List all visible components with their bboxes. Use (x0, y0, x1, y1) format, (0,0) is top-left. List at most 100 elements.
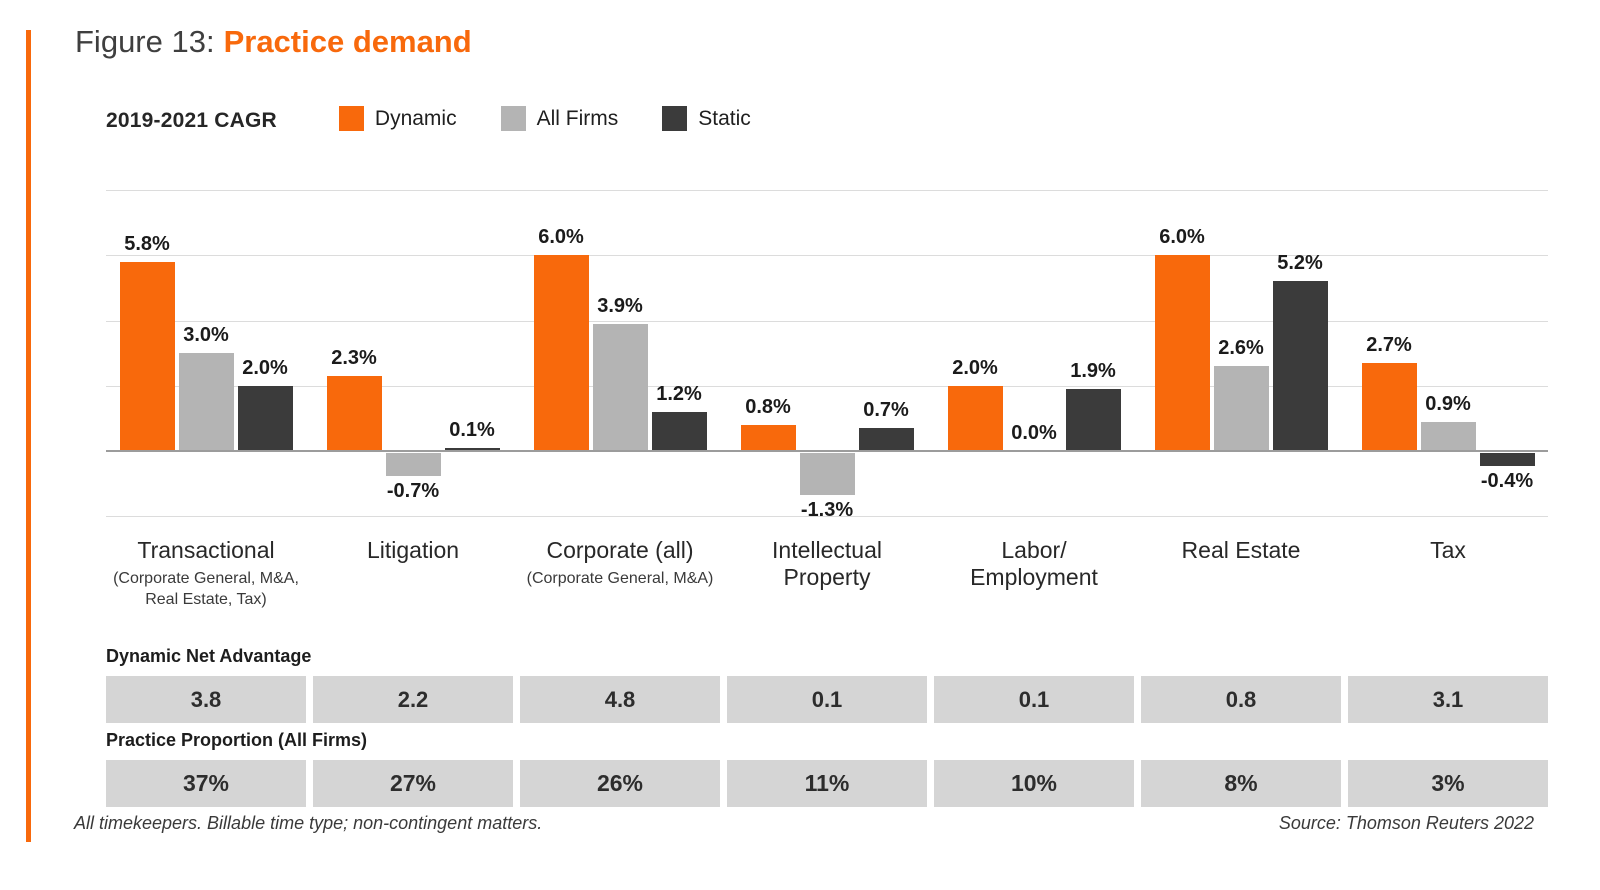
bar-dynamic-labor-employment (947, 385, 1003, 451)
gridline (106, 516, 1548, 518)
table-cell-practice-proportion-all-firms-litigation: 27% (313, 760, 513, 807)
category-real-estate: Real Estate (1141, 537, 1341, 610)
category-labels: Transactional (Corporate General, M&A, Rea… (106, 537, 1548, 610)
bar-dynamic-transactional (119, 261, 175, 451)
bar-value-dynamic-intellectual-property: 0.8% (745, 395, 791, 418)
bar-chart: 5.8% 3.0% 2.0% 2.3% -0.7% 0.1% 6.0% 3.9% 1.2% 0.8… (106, 190, 1548, 530)
bar-value-static-tax: -0.4% (1480, 470, 1534, 493)
bar-static-real-estate (1272, 281, 1328, 451)
bar-value-all-firms-litigation: -0.7% (386, 479, 440, 502)
table-row-practice-proportion: 37% 27% 26% 11% 10% 8% 3% (106, 760, 1548, 807)
table-cell-dynamic-net-advantage-labor-employment: 0.1 (934, 676, 1134, 723)
table-cell-dynamic-net-advantage-transactional: 3.8 (106, 676, 306, 723)
table-cell-practice-proportion-all-firms-transactional: 37% (106, 760, 306, 807)
bar-value-all-firms-real-estate: 2.6% (1218, 337, 1264, 360)
category-tax: Tax (1348, 537, 1548, 610)
bar-value-static-real-estate: 5.2% (1277, 252, 1323, 275)
bar-all-firms-intellectual-property (799, 453, 855, 496)
category-corporate-all: Corporate (all) (Corporate General, M&A) (520, 537, 720, 610)
chart-group-corporate-all: 6.0% 3.9% 1.2% (520, 190, 720, 530)
table-cell-practice-proportion-all-firms-corporate-all: 26% (520, 760, 720, 807)
category-name-line: Real Estate (1181, 537, 1301, 563)
bar-static-litigation (444, 447, 500, 451)
bar-value-dynamic-litigation: 2.3% (331, 346, 377, 369)
category-name-tax: Tax (1348, 537, 1548, 564)
bar-static-tax (1479, 453, 1535, 467)
bar-value-all-firms-transactional: 3.0% (183, 324, 229, 347)
gridline (106, 190, 1548, 191)
table-cell-practice-proportion-all-firms-real-estate: 8% (1141, 760, 1341, 807)
bar-all-firms-litigation (385, 453, 441, 476)
table-row-dynamic-net-advantage: 3.8 2.2 4.8 0.1 0.1 0.8 3.1 (106, 676, 1548, 723)
category-sublabel-corporate-all: (Corporate General, M&A) (520, 569, 720, 589)
category-name-line: Transactional (137, 537, 275, 563)
bar-all-firms-tax (1420, 421, 1476, 451)
bar-static-labor-employment (1065, 389, 1121, 451)
bar-value-static-corporate-all: 1.2% (656, 382, 702, 405)
bar-value-dynamic-transactional: 5.8% (124, 232, 170, 255)
chart-group-real-estate: 6.0% 2.6% 5.2% (1141, 190, 1341, 530)
category-name-line: Corporate (all) (546, 537, 694, 563)
table-cell-dynamic-net-advantage-corporate-all: 4.8 (520, 676, 720, 723)
figure-title: Figure 13: Practice demand (75, 24, 472, 60)
table-label-practice-proportion: Practice Proportion (All Firms) (106, 730, 368, 750)
legend-item-all-firms: All Firms (500, 106, 618, 131)
figure-number: Figure 13: (75, 24, 215, 59)
category-intellectual-property: Intellectual Property (727, 537, 927, 610)
legend-swatch-all-firms (500, 106, 526, 131)
legend-items: Dynamic All Firms Static (338, 106, 795, 136)
bar-value-static-intellectual-property: 0.7% (863, 399, 909, 422)
category-litigation: Litigation (313, 537, 513, 610)
category-sublabel-line: (Corporate General, M&A, (113, 570, 299, 588)
bar-value-static-labor-employment: 1.9% (1070, 360, 1116, 382)
category-name-line: Employment (970, 564, 1098, 591)
chart-group-litigation: 2.3% -0.7% 0.1% (313, 190, 513, 530)
table-cell-dynamic-net-advantage-real-estate: 0.8 (1141, 676, 1341, 723)
table-cell-practice-proportion-all-firms-tax: 3% (1348, 760, 1548, 807)
bar-value-dynamic-real-estate: 6.0% (1159, 226, 1205, 249)
category-name-line: Intellectual (772, 537, 882, 563)
gridline (106, 320, 1548, 322)
bar-all-firms-real-estate (1213, 366, 1269, 451)
axis-zero-line (106, 450, 1548, 452)
legend-item-static: Static (662, 106, 751, 131)
bar-value-all-firms-intellectual-property: -1.3% (800, 499, 854, 522)
category-sublabel-transactional: (Corporate General, M&A, Real Estate, Tax… (106, 569, 306, 610)
table-cell-dynamic-net-advantage-litigation: 2.2 (313, 676, 513, 723)
bar-static-corporate-all (651, 411, 707, 451)
category-name-corporate-all: Corporate (all) (520, 537, 720, 564)
category-sublabel-line: (Corporate General, M&A) (526, 570, 714, 588)
bar-value-dynamic-corporate-all: 6.0% (538, 226, 584, 249)
legend-title: 2019-2021 CAGR (106, 109, 277, 132)
legend-label-dynamic: Dynamic (374, 106, 457, 130)
category-name-line: Labor/ (1001, 537, 1067, 563)
bar-dynamic-corporate-all (533, 255, 589, 451)
figure-name: Practice demand (223, 24, 472, 59)
bar-value-static-transactional: 2.0% (242, 356, 288, 379)
table-cell-dynamic-net-advantage-tax: 3.1 (1348, 676, 1548, 723)
bar-value-dynamic-tax: 2.7% (1366, 333, 1412, 356)
gridline (106, 385, 1548, 387)
category-name-labor-employment: Labor/Employment (934, 537, 1134, 591)
table-cell-practice-proportion-all-firms-labor-employment: 10% (934, 760, 1134, 807)
bar-value-all-firms-labor-employment: 0.0% (1011, 422, 1057, 444)
footer-source: Source: Thomson Reuters 2022 (1278, 813, 1534, 833)
table-cell-practice-proportion-all-firms-intellectual-property: 11% (727, 760, 927, 807)
bar-static-transactional (237, 385, 293, 451)
category-name-line: Litigation (366, 537, 460, 563)
legend-swatch-dynamic (338, 106, 364, 131)
footer-note: All timekeepers. Billable time type; non… (74, 813, 543, 833)
legend-label-static: Static (698, 106, 751, 130)
bar-dynamic-real-estate (1154, 255, 1210, 451)
category-labor-employment: Labor/Employment (934, 537, 1134, 610)
category-transactional: Transactional (Corporate General, M&A, Rea… (106, 537, 306, 610)
table-label-dynamic-net-advantage: Dynamic Net Advantage (106, 646, 312, 666)
category-name-line: Property (783, 564, 871, 591)
chart-group-transactional: 5.8% 3.0% 2.0% (106, 190, 306, 530)
legend-swatch-static (662, 106, 688, 131)
legend-item-dynamic: Dynamic (338, 106, 457, 131)
chart-group-labor-employment: 2.0% 0.0% 1.9% (934, 190, 1134, 530)
bar-value-all-firms-corporate-all: 3.9% (597, 294, 643, 317)
bar-all-firms-corporate-all (592, 323, 648, 451)
bar-dynamic-tax (1361, 362, 1417, 451)
